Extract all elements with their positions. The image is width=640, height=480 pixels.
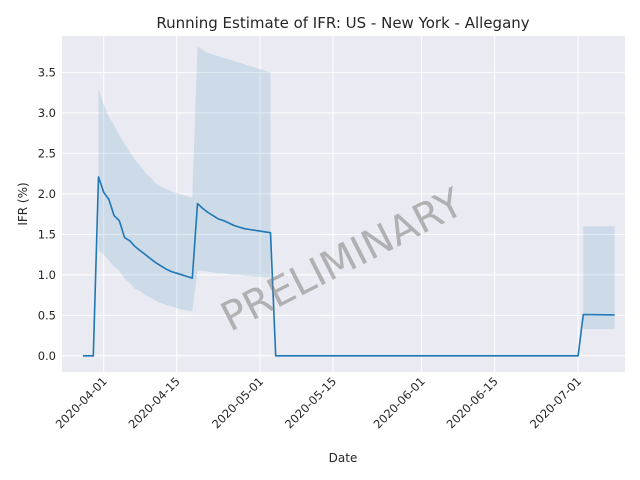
y-tick-label: 2.5: [38, 146, 56, 160]
x-tick-labels: 2020-04-01 2020-04-15 2020-05-01 2020-05-15…: [53, 374, 585, 431]
y-tick-label: 3.5: [38, 65, 56, 79]
y-tick-label: 2.0: [38, 187, 56, 201]
x-tick-label: 2020-06-01: [371, 374, 428, 431]
confidence-band-area: [583, 226, 615, 330]
series-line: [82, 176, 615, 357]
confidence-band: [98, 46, 615, 330]
y-tick-label: 3.0: [38, 106, 56, 120]
plot-background: [62, 36, 625, 372]
x-tick-label: 2020-04-01: [53, 374, 110, 431]
y-tick-labels: 0.0 0.5 1.0 1.5 2.0 2.5 3.0 3.5: [38, 65, 56, 362]
confidence-band-area: [98, 46, 271, 312]
y-tick-label: 1.5: [38, 227, 56, 241]
x-tick-label: 2020-05-01: [209, 374, 266, 431]
y-tick-label: 1.0: [38, 268, 56, 282]
x-axis-label: Date: [329, 451, 358, 465]
ifr-line: [82, 176, 615, 357]
x-tick-label: 2020-05-15: [282, 374, 339, 431]
x-tick-label: 2020-07-01: [527, 374, 584, 431]
y-tick-label: 0.0: [38, 349, 56, 363]
x-tick-label: 2020-04-15: [126, 374, 183, 431]
grid-lines: [62, 36, 625, 372]
y-axis-label: IFR (%): [16, 182, 30, 225]
x-tick-label: 2020-06-15: [444, 374, 501, 431]
chart-title: Running Estimate of IFR: US - New York -…: [156, 14, 529, 32]
y-tick-label: 0.5: [38, 308, 56, 322]
